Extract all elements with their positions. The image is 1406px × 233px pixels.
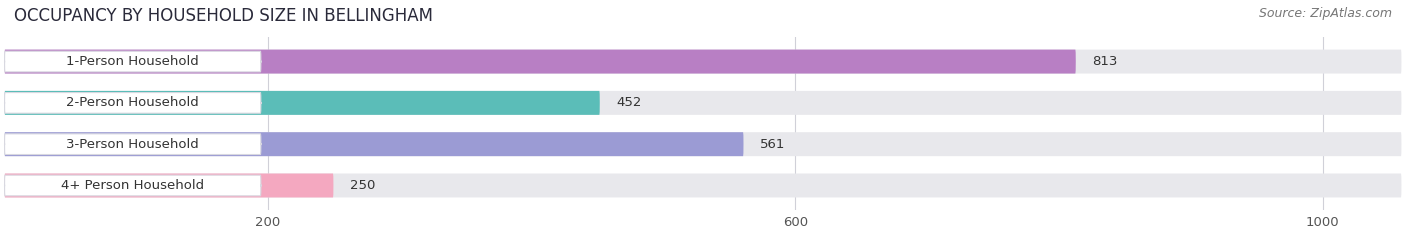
FancyBboxPatch shape [4,91,600,115]
FancyBboxPatch shape [4,175,262,196]
Text: 561: 561 [759,138,785,151]
FancyBboxPatch shape [4,50,1076,74]
Text: 2-Person Household: 2-Person Household [66,96,200,109]
FancyBboxPatch shape [4,132,1402,156]
FancyBboxPatch shape [4,174,333,198]
Text: 4+ Person Household: 4+ Person Household [62,179,204,192]
FancyBboxPatch shape [4,132,744,156]
FancyBboxPatch shape [4,93,262,113]
Text: 813: 813 [1092,55,1118,68]
FancyBboxPatch shape [4,134,262,154]
Text: Source: ZipAtlas.com: Source: ZipAtlas.com [1258,7,1392,20]
Text: 452: 452 [616,96,641,109]
FancyBboxPatch shape [4,51,262,72]
Text: 250: 250 [350,179,375,192]
Text: 3-Person Household: 3-Person Household [66,138,200,151]
Text: OCCUPANCY BY HOUSEHOLD SIZE IN BELLINGHAM: OCCUPANCY BY HOUSEHOLD SIZE IN BELLINGHA… [14,7,433,25]
FancyBboxPatch shape [4,174,1402,198]
FancyBboxPatch shape [4,91,1402,115]
FancyBboxPatch shape [4,50,1402,74]
Text: 1-Person Household: 1-Person Household [66,55,200,68]
